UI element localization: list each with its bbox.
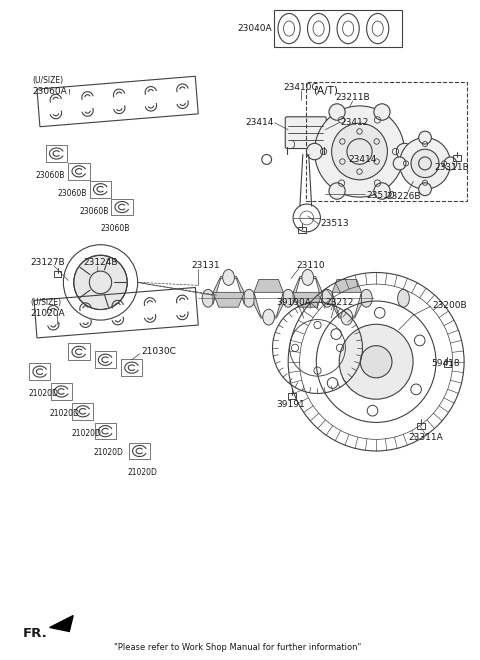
Text: 21020D: 21020D (71, 428, 101, 438)
Bar (51, 383, 72, 400)
Bar (275, 10, 402, 48)
Text: "Please refer to Work Shop Manual for further information": "Please refer to Work Shop Manual for fu… (114, 643, 361, 652)
Text: 23060B: 23060B (79, 207, 108, 216)
Text: 21030C: 21030C (142, 347, 177, 356)
Circle shape (374, 183, 390, 199)
Bar (121, 359, 143, 376)
Bar (288, 393, 296, 399)
Bar (54, 271, 61, 277)
Text: 23110: 23110 (296, 261, 324, 270)
Text: 23040A: 23040A (237, 24, 272, 33)
Text: (A/T): (A/T) (313, 85, 338, 95)
Ellipse shape (397, 289, 409, 307)
Text: 23131: 23131 (192, 261, 220, 270)
Text: 21020D: 21020D (50, 409, 80, 418)
Text: 23414: 23414 (349, 155, 377, 164)
FancyBboxPatch shape (324, 152, 346, 164)
Text: 23311B: 23311B (435, 163, 469, 172)
Polygon shape (213, 277, 244, 304)
Text: 23412: 23412 (340, 118, 368, 127)
Text: 23414: 23414 (245, 118, 274, 127)
Ellipse shape (282, 289, 294, 307)
Circle shape (329, 104, 345, 120)
Polygon shape (50, 616, 73, 632)
Polygon shape (332, 292, 361, 318)
Text: 23124B: 23124B (83, 258, 118, 267)
Text: 23200B: 23200B (433, 301, 468, 310)
Text: 39190A: 39190A (276, 298, 312, 307)
Text: 23060A: 23060A (32, 86, 67, 96)
Polygon shape (213, 292, 244, 307)
Polygon shape (254, 279, 283, 292)
Circle shape (74, 255, 127, 310)
Text: 21020A: 21020A (30, 309, 65, 317)
Text: 23127B: 23127B (30, 258, 65, 267)
Text: 21020D: 21020D (28, 389, 58, 398)
Ellipse shape (302, 269, 313, 285)
Text: 39191: 39191 (276, 400, 305, 409)
Circle shape (399, 138, 450, 189)
Circle shape (314, 106, 405, 197)
Circle shape (419, 183, 432, 195)
Bar (95, 351, 116, 368)
Text: 23226B: 23226B (386, 191, 420, 201)
Text: 21020D: 21020D (94, 448, 123, 457)
Circle shape (444, 157, 457, 170)
Ellipse shape (202, 289, 214, 307)
Ellipse shape (322, 289, 333, 307)
Polygon shape (293, 277, 323, 304)
Circle shape (411, 149, 439, 178)
Ellipse shape (360, 289, 372, 307)
Ellipse shape (341, 309, 353, 325)
Circle shape (360, 346, 392, 378)
Text: 23060B: 23060B (58, 189, 87, 197)
Ellipse shape (263, 309, 275, 325)
Polygon shape (254, 292, 283, 318)
Text: 23410G: 23410G (283, 82, 319, 92)
Bar (417, 423, 425, 429)
Text: 23510: 23510 (366, 191, 395, 199)
Text: 23211B: 23211B (336, 94, 370, 102)
Text: FR.: FR. (23, 627, 47, 640)
FancyBboxPatch shape (285, 117, 326, 148)
Text: (U/SIZE): (U/SIZE) (32, 76, 63, 84)
Circle shape (306, 143, 323, 160)
Bar (444, 361, 451, 367)
Bar (46, 145, 67, 162)
Text: 59418: 59418 (431, 359, 459, 368)
Ellipse shape (223, 269, 234, 285)
Bar (111, 199, 132, 215)
Bar (306, 82, 467, 201)
Bar (95, 423, 116, 440)
Circle shape (396, 143, 413, 160)
Text: 23311A: 23311A (408, 432, 443, 442)
Bar (69, 163, 90, 180)
Bar (453, 156, 461, 162)
Bar (129, 443, 150, 459)
Circle shape (374, 104, 390, 120)
Circle shape (339, 324, 413, 399)
Polygon shape (332, 279, 361, 292)
Circle shape (393, 157, 406, 170)
Polygon shape (293, 292, 323, 307)
Bar (90, 181, 111, 197)
Ellipse shape (243, 289, 255, 307)
Circle shape (419, 131, 432, 144)
Text: 23060B: 23060B (35, 171, 64, 180)
Circle shape (332, 123, 387, 180)
Text: 23060B: 23060B (100, 224, 130, 234)
Bar (72, 403, 94, 420)
Text: (U/SIZE): (U/SIZE) (30, 298, 61, 307)
Circle shape (329, 183, 345, 199)
Text: 21020D: 21020D (128, 469, 158, 477)
Bar (69, 343, 90, 360)
Bar (298, 227, 306, 233)
Text: 23212: 23212 (325, 298, 354, 307)
Text: 23513: 23513 (321, 219, 349, 228)
Bar (29, 363, 50, 380)
